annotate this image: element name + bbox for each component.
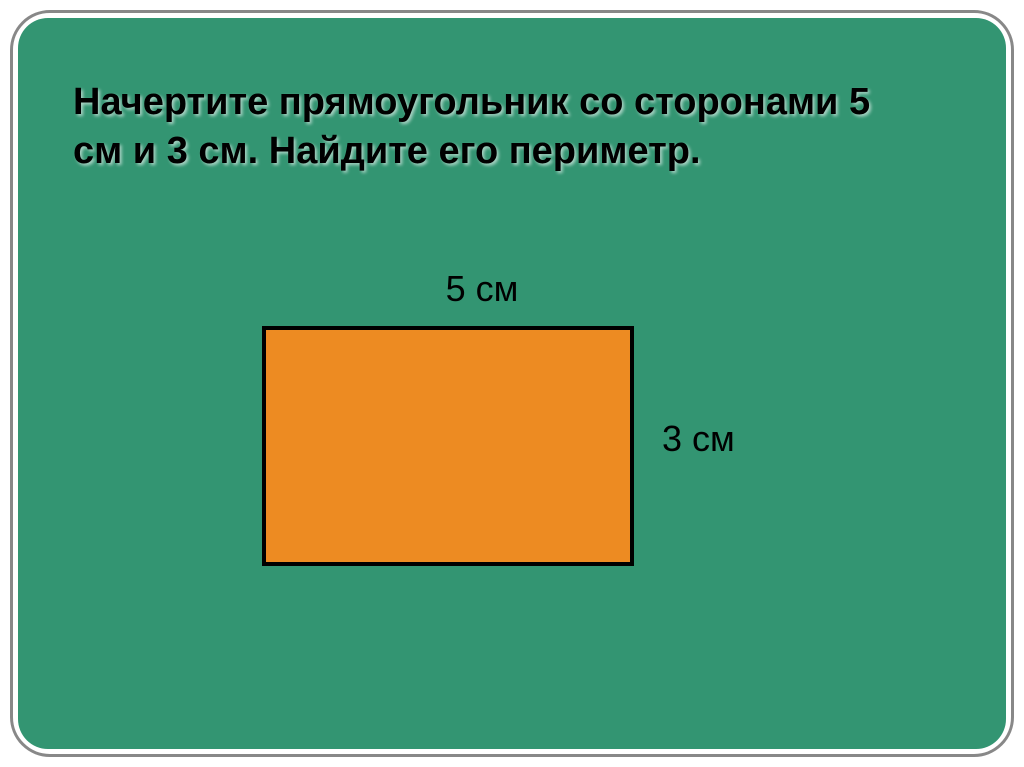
slide-title: Начертите прямоугольник со сторонами 5 с…	[73, 78, 951, 175]
slide-inner-frame: Начертите прямоугольник со сторонами 5 с…	[18, 18, 1006, 749]
title-line-2: см и 3 см. Найдите его периметр.	[73, 130, 701, 172]
rectangle-shape	[262, 326, 634, 566]
width-label: 5 см	[262, 268, 702, 310]
slide-content: Начертите прямоугольник со сторонами 5 с…	[18, 18, 1006, 749]
title-line-1: Начертите прямоугольник со сторонами 5	[73, 81, 870, 123]
rectangle-diagram: 5 см 3 см	[262, 268, 762, 608]
slide-outer-frame: Начертите прямоугольник со сторонами 5 с…	[10, 10, 1014, 757]
height-label: 3 см	[662, 418, 735, 460]
